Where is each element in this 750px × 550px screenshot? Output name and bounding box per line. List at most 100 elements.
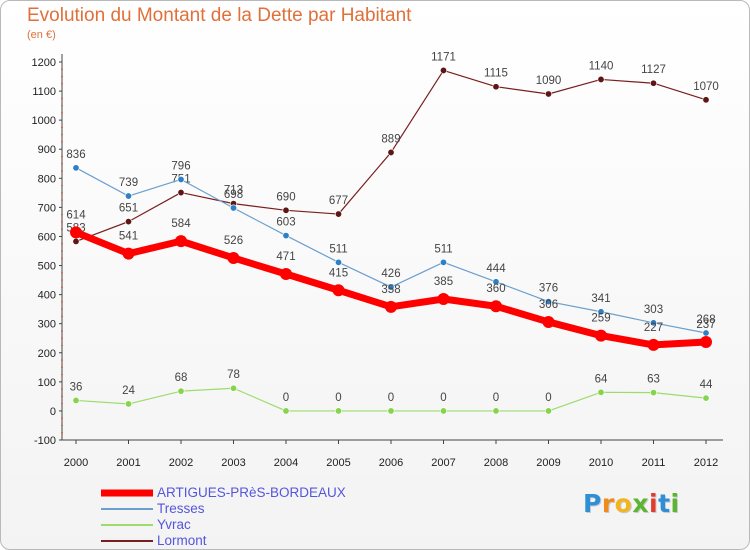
y-minor-tick xyxy=(61,112,63,114)
x-ticks: 2000 2001 2002 2003 2004 2005 2006 2007 2008 2009… xyxy=(64,440,718,469)
data-point xyxy=(334,407,342,415)
data-label: 0 xyxy=(335,392,341,404)
y-tick-label: 800 xyxy=(38,173,56,185)
y-minor-tick xyxy=(61,301,63,303)
y-tick-label: 300 xyxy=(38,319,56,331)
y-minor-tick xyxy=(61,68,63,70)
y-minor-tick xyxy=(61,388,63,390)
data-label: 584 xyxy=(171,218,191,230)
y-minor-tick xyxy=(61,250,63,252)
y-minor-tick xyxy=(61,163,63,165)
data-label: 358 xyxy=(381,284,400,296)
data-point xyxy=(702,96,710,104)
data-point xyxy=(544,298,552,306)
data-point xyxy=(492,407,500,415)
y-minor-tick xyxy=(61,76,63,78)
data-label: 415 xyxy=(329,267,348,279)
legend-swatch xyxy=(101,508,153,510)
data-label: 78 xyxy=(227,369,240,381)
data-label: 511 xyxy=(329,243,347,255)
data-point xyxy=(72,396,80,404)
series-yvrac: 36 24 68 78 0 0 0 0 0 0 64 63 44 xyxy=(70,369,713,415)
y-minor-tick xyxy=(61,257,63,259)
y-tick-label: 0 xyxy=(50,406,56,418)
data-label: 526 xyxy=(224,235,243,247)
data-label: 541 xyxy=(119,231,138,243)
y-ticks: -100 0 100 200 300 400 500 600 700 800 900 1000 1100… xyxy=(32,57,63,447)
data-point xyxy=(385,300,397,313)
legend-swatch xyxy=(101,540,153,542)
data-point xyxy=(332,284,345,297)
y-minor-tick xyxy=(61,156,63,157)
data-point xyxy=(230,384,238,392)
y-minor-tick xyxy=(61,221,63,223)
data-label: 426 xyxy=(381,268,400,280)
y-minor-tick xyxy=(61,170,63,172)
data-point xyxy=(542,315,555,328)
data-point xyxy=(544,407,552,415)
y-tick-label: 500 xyxy=(38,261,56,273)
data-point xyxy=(177,175,185,183)
data-point xyxy=(439,66,447,74)
y-tick-label: 1000 xyxy=(32,115,56,127)
y-minor-tick xyxy=(61,185,63,187)
x-tick-label: 2007 xyxy=(431,457,455,469)
data-point xyxy=(177,189,185,197)
data-point xyxy=(282,232,290,240)
y-minor-tick xyxy=(61,359,63,361)
y-minor-tick xyxy=(61,395,63,397)
data-point xyxy=(700,336,712,349)
data-label: 444 xyxy=(486,263,506,275)
y-minor-tick xyxy=(61,214,63,216)
data-label: 713 xyxy=(224,185,243,197)
series-lormont: 5836517517136906778891171111510901140112… xyxy=(66,51,719,245)
data-point xyxy=(72,164,80,172)
logo-letter: i xyxy=(649,489,659,518)
y-minor-tick xyxy=(61,97,63,99)
legend-swatch xyxy=(101,524,153,526)
legend-label: Tresses xyxy=(157,501,205,516)
data-label: 268 xyxy=(696,314,715,326)
data-point xyxy=(122,247,135,260)
data-label: 0 xyxy=(440,392,446,404)
data-point xyxy=(282,206,290,214)
data-label: 237 xyxy=(696,319,715,331)
x-tick-label: 2006 xyxy=(379,457,403,469)
data-point xyxy=(490,300,502,313)
data-point xyxy=(280,267,292,280)
y-minor-tick xyxy=(61,192,63,194)
data-point xyxy=(125,400,133,408)
data-point xyxy=(230,204,238,212)
y-minor-tick xyxy=(61,134,63,136)
data-point xyxy=(647,338,660,351)
data-point xyxy=(595,329,607,342)
data-label: 341 xyxy=(591,293,610,305)
data-label: 1070 xyxy=(693,81,719,93)
y-minor-tick xyxy=(61,424,63,426)
data-label: 306 xyxy=(539,299,558,311)
data-label: 603 xyxy=(276,217,295,229)
axes xyxy=(61,54,723,441)
y-tick-label: 1100 xyxy=(32,86,56,98)
y-minor-tick xyxy=(61,126,63,128)
data-point xyxy=(597,388,605,396)
x-tick-label: 2011 xyxy=(642,457,666,469)
data-point xyxy=(227,251,240,264)
data-label: 259 xyxy=(591,313,610,325)
x-tick-label: 2002 xyxy=(169,457,193,469)
data-label: 511 xyxy=(434,243,452,255)
x-tick-label: 2000 xyxy=(64,457,88,469)
data-point xyxy=(125,192,133,200)
data-point xyxy=(597,308,605,316)
y-minor-tick xyxy=(61,315,63,317)
data-label: 24 xyxy=(122,385,135,397)
y-minor-tick xyxy=(61,228,63,230)
y-tick-label: 100 xyxy=(38,377,56,389)
data-point xyxy=(282,407,290,415)
y-tick-label: 200 xyxy=(38,348,56,360)
data-label: 227 xyxy=(644,322,663,334)
data-label: 64 xyxy=(595,373,608,385)
data-label: 1140 xyxy=(589,60,614,72)
data-point xyxy=(72,237,80,245)
